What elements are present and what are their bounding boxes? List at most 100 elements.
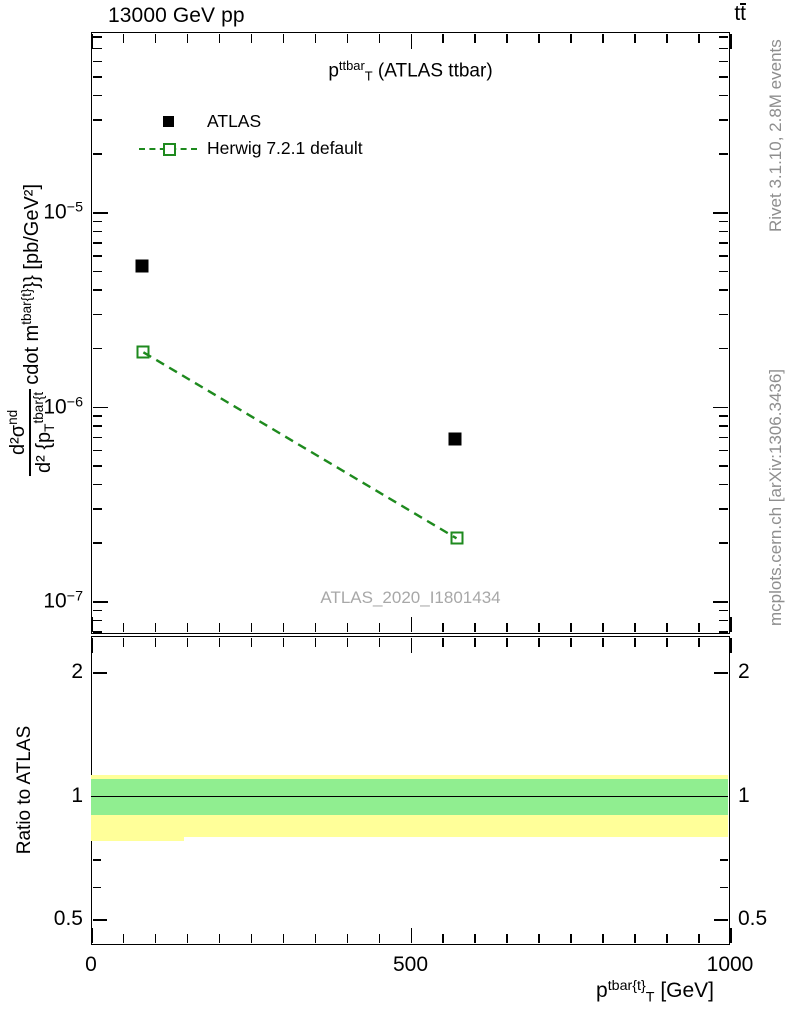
axis-tick: [602, 623, 604, 633]
axis-tick: [719, 230, 729, 233]
y-axis-tick-label: 10−7: [0, 588, 83, 613]
axis-tick: [92, 919, 107, 921]
axis-tick: [218, 934, 221, 944]
open-square-dashed-marker-icon: [137, 139, 199, 159]
axis-tick: [442, 934, 444, 944]
axis-tick: [719, 94, 729, 97]
overbar-glyph: [740, 3, 746, 5]
y-axis-tick-label: 10−6: [0, 394, 83, 419]
beam-energy-text: 13000 GeV pp: [108, 4, 245, 27]
axis-tick: [719, 631, 729, 633]
axis-tick: [92, 255, 102, 257]
axis-tick: [92, 508, 102, 510]
axis-tick: [378, 637, 381, 647]
main-plot-frame: [91, 32, 730, 634]
axis-tick: [719, 619, 729, 622]
axis-tick: [92, 436, 102, 439]
axis-tick: [506, 623, 508, 633]
axis-tick: [538, 623, 540, 633]
herwig-data-point[interactable]: [450, 531, 463, 545]
axis-tick: [346, 934, 349, 944]
axis-tick: [282, 623, 285, 633]
axis-tick: [719, 508, 729, 510]
axis-tick: [92, 406, 108, 408]
axis-tick: [92, 483, 102, 486]
axis-tick: [218, 637, 221, 647]
axis-tick: [714, 672, 729, 674]
axis-tick: [346, 33, 349, 43]
ratio-y-tick-label-right: 0.5: [738, 907, 768, 930]
axis-tick: [92, 230, 102, 233]
axis-tick: [442, 637, 444, 647]
legend-entry-herwig[interactable]: Herwig 7.2.1 default: [137, 135, 363, 162]
ratio-bands-layer: [91, 636, 728, 943]
x-axis-tick-label: 500: [392, 953, 429, 976]
plot-title-superscript: ttbar: [338, 58, 365, 73]
axis-tick: [570, 623, 572, 633]
axis-tick: [122, 934, 125, 944]
axis-tick: [218, 33, 221, 43]
ratio-y-tick-label-right: 1: [738, 783, 750, 807]
axis-tick: [92, 153, 102, 155]
axis-tick: [719, 449, 729, 452]
axis-tick: [154, 623, 157, 633]
x-axis-tick-label: 0: [85, 953, 97, 976]
axis-tick: [314, 637, 317, 647]
axis-tick: [719, 47, 729, 50]
axis-tick: [719, 270, 729, 273]
axis-tick: [666, 33, 668, 43]
axis-tick: [346, 623, 349, 633]
plot-title-variable: p: [328, 60, 339, 82]
axis-tick: [92, 94, 102, 97]
axis-tick: [92, 212, 108, 214]
axis-tick: [474, 934, 476, 944]
x-axis-title-unit: [GeV]: [654, 979, 715, 1003]
axis-tick: [92, 859, 101, 861]
axis-tick: [474, 33, 476, 43]
axis-tick: [378, 33, 381, 43]
analysis-watermark: ATLAS_2020_I1801434: [91, 588, 730, 608]
herwig-line-path: [142, 351, 458, 540]
axis-tick: [719, 119, 729, 121]
y-tick-mantissa: 10: [43, 589, 67, 613]
axis-tick: [92, 672, 107, 674]
axis-tick: [92, 542, 102, 544]
legend-entry-atlas[interactable]: ATLAS: [137, 108, 363, 135]
axis-tick: [634, 934, 636, 944]
axis-tick: [719, 60, 729, 63]
axis-tick: [719, 242, 729, 244]
axis-tick: [570, 33, 572, 43]
x-axis-title-subscript: T: [645, 989, 655, 1006]
atlas-data-point[interactable]: [135, 259, 149, 273]
axis-tick: [719, 36, 729, 38]
axis-tick: [634, 33, 636, 43]
x-axis-title-variable: p: [596, 979, 608, 1003]
ratio-y-tick-label-right: 2: [738, 660, 750, 683]
axis-tick: [92, 425, 102, 427]
axis-tick: [314, 623, 317, 633]
axis-tick: [154, 934, 157, 944]
axis-tick: [122, 637, 125, 647]
axis-tick: [92, 76, 102, 78]
axis-tick: [92, 313, 102, 316]
axis-tick: [92, 119, 102, 121]
plot-title-suffix: (ATLAS ttbar): [372, 60, 493, 82]
axis-tick: [186, 33, 189, 43]
axis-tick: [634, 623, 636, 633]
atlas-data-point[interactable]: [448, 432, 462, 446]
axis-tick: [602, 33, 604, 43]
axis-tick: [698, 637, 700, 647]
axis-tick: [730, 617, 732, 633]
axis-tick: [719, 255, 729, 257]
axis-tick: [92, 347, 102, 350]
axis-tick: [442, 623, 444, 633]
axis-tick: [730, 928, 732, 944]
axis-tick: [92, 601, 108, 603]
filled-square-marker-icon: [137, 112, 199, 132]
axis-tick: [698, 934, 700, 944]
axis-tick: [713, 406, 729, 408]
herwig-data-point[interactable]: [136, 345, 150, 359]
